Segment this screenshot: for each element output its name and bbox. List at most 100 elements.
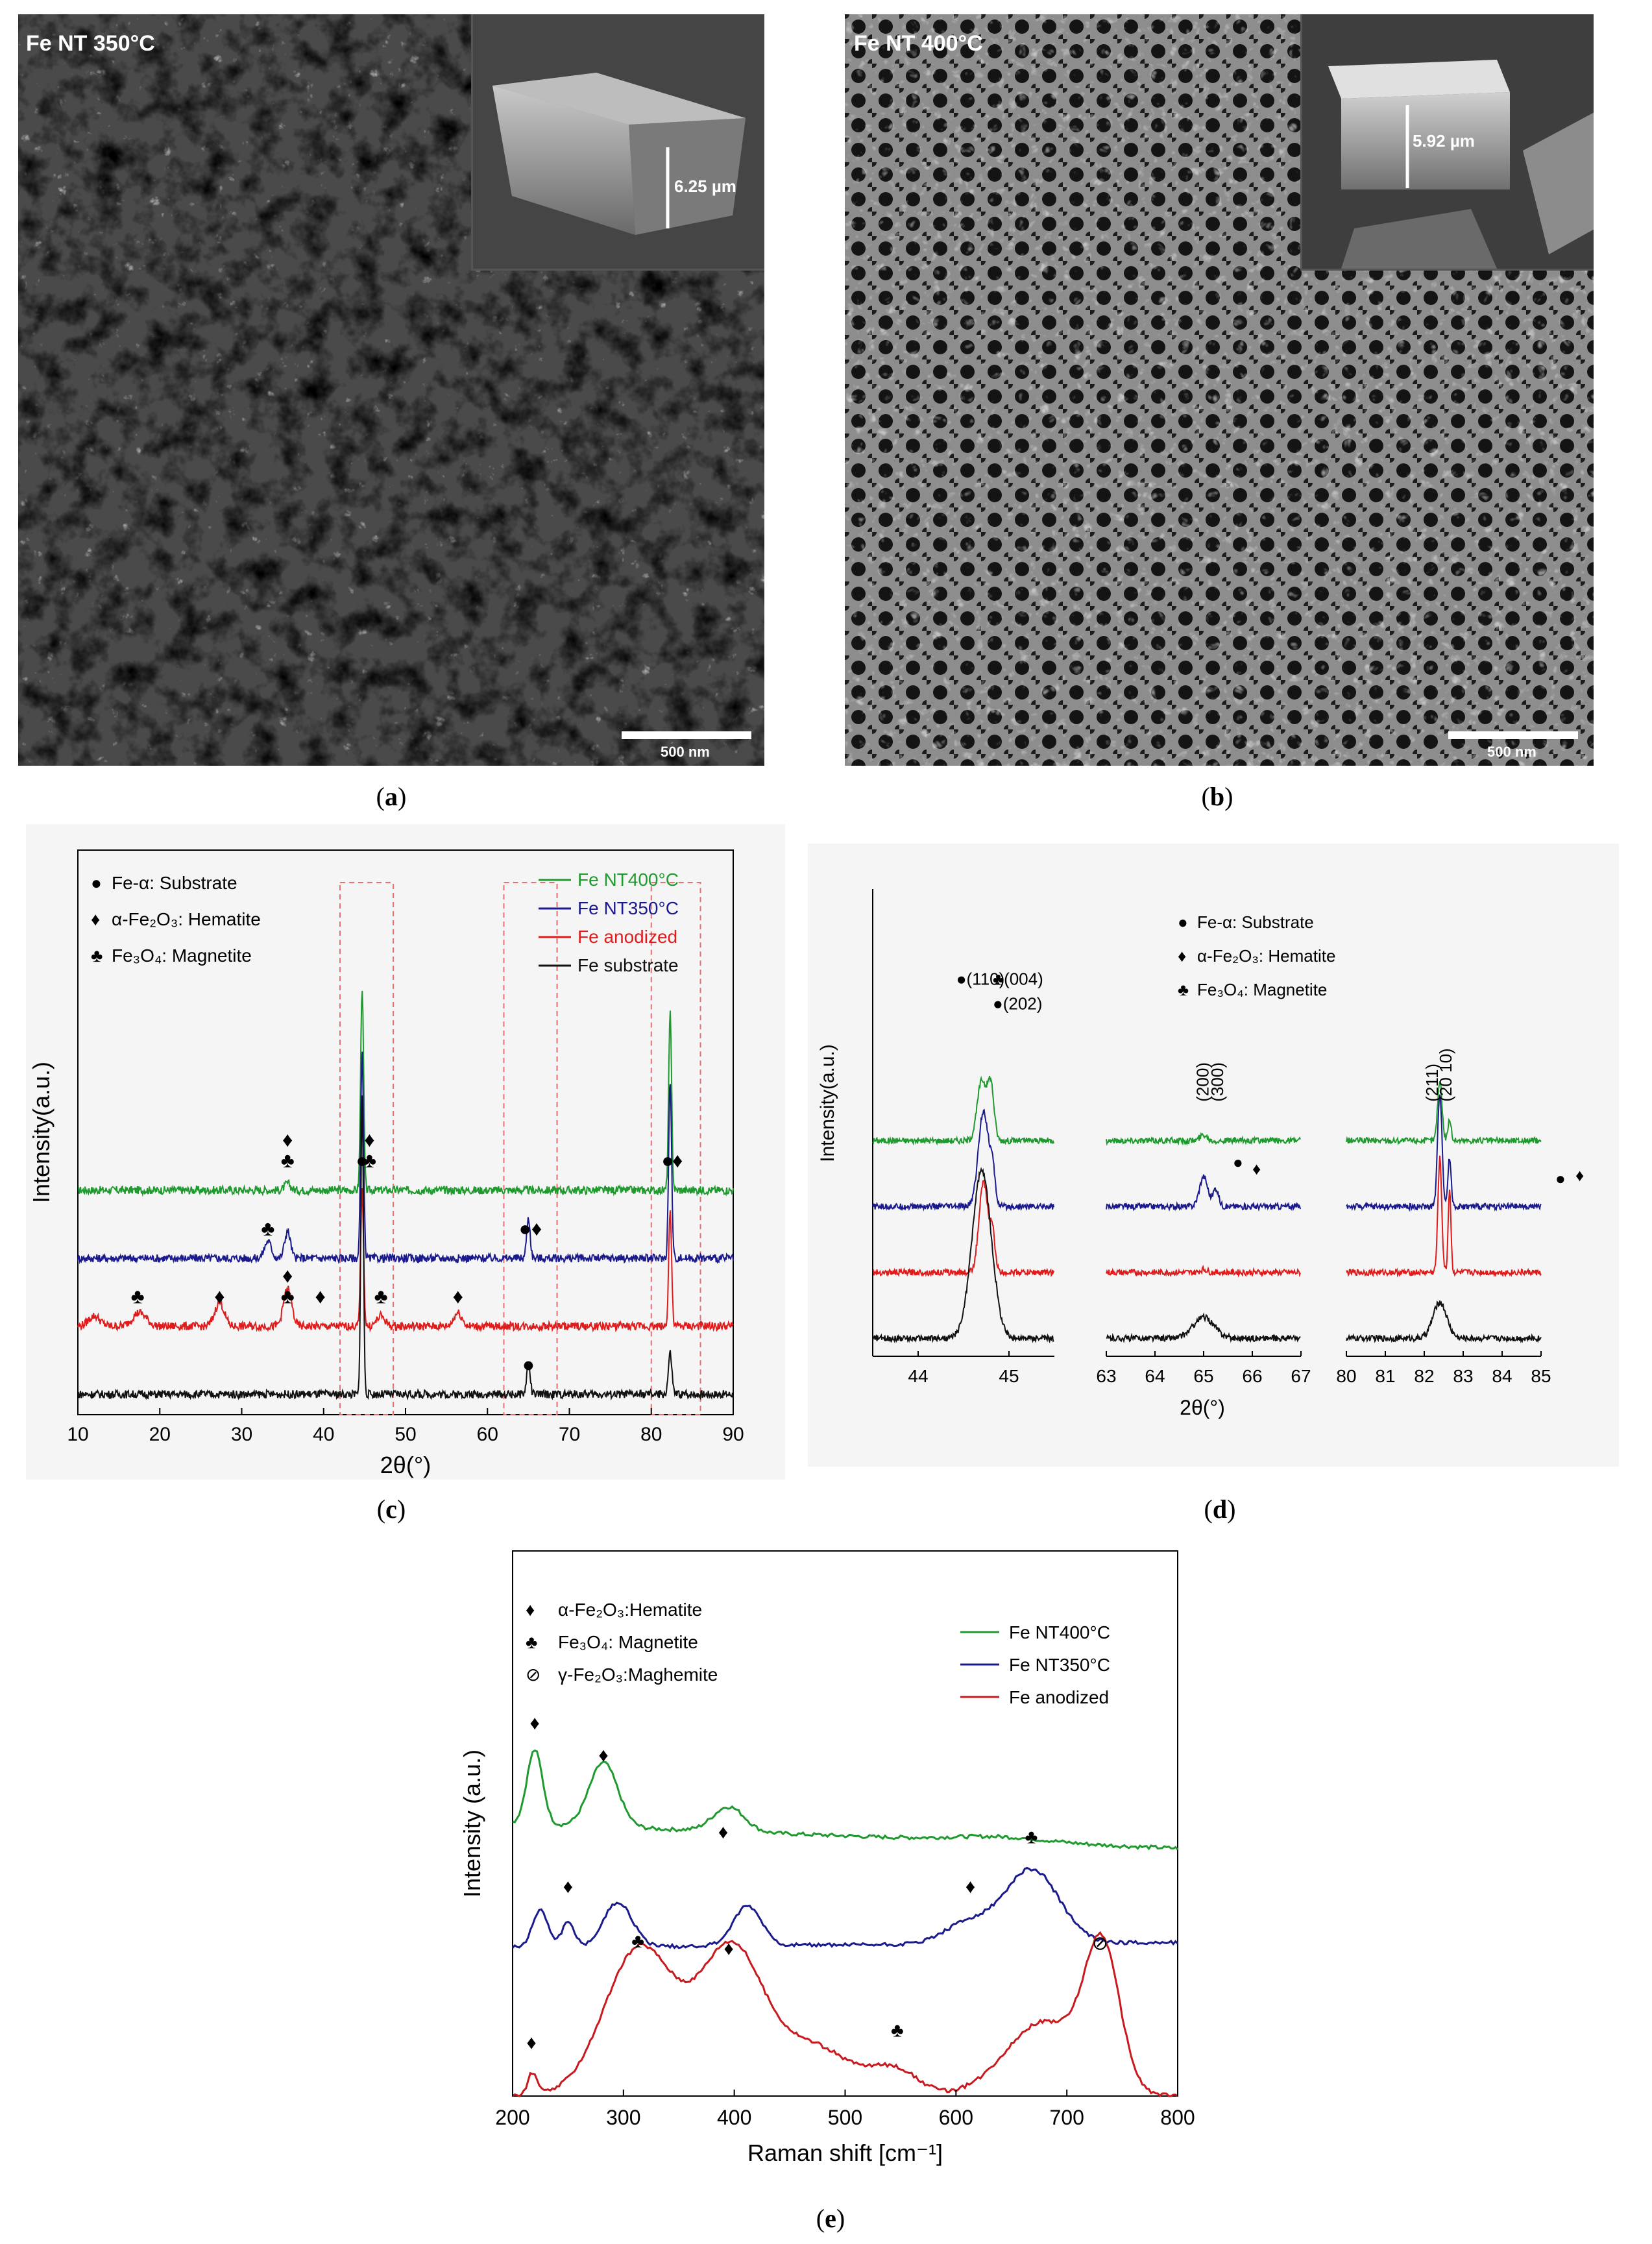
xrd-zoom-series-line <box>1106 1132 1301 1147</box>
x-tick-label: 600 <box>939 2106 973 2129</box>
caption-e: (e) <box>816 2204 845 2233</box>
peak-marker: ● <box>522 1353 535 1376</box>
legend-marker-symbol: ♣ <box>91 945 103 966</box>
peak-marker: ♦ <box>723 1938 733 1959</box>
sample-label: Fe NT 350°C <box>26 31 155 56</box>
scale-bar <box>622 731 751 739</box>
legend-marker-symbol: ♦ <box>526 1600 535 1620</box>
legend-marker-text: α-Fe₂O₃:Hematite <box>558 1600 702 1620</box>
peak-marker: ♦ <box>1575 1165 1584 1185</box>
inset-thickness: 6.25 µm <box>674 177 736 196</box>
x-tick-label: 44 <box>908 1366 928 1386</box>
x-tick-label: 200 <box>495 2106 529 2129</box>
x-tick-label: 84 <box>1492 1366 1512 1386</box>
scale-bar <box>1448 731 1578 739</box>
xrd-zoom-chart-d: Intensity(a.u.) 44 45 ●(110) ♣(004) ●(202) 63 6… <box>808 844 1619 1467</box>
legend-line-label: Fe substrate <box>577 955 679 975</box>
highlight-box <box>503 882 558 1415</box>
caption-d: (d) <box>1204 1494 1236 1524</box>
peak-index-label: ●(110) <box>956 970 1004 989</box>
peak-marker: ● <box>519 1217 531 1240</box>
raman-series-line <box>512 1931 1178 2098</box>
legend-marker-symbol: ● <box>1178 912 1188 932</box>
xrd-series-line <box>77 1095 734 1401</box>
peak-marker: ♦ <box>531 1217 542 1240</box>
caption-a: (a) <box>376 782 407 811</box>
x-tick-label: 800 <box>1160 2106 1195 2129</box>
peak-marker: ⊘ <box>1092 1933 1108 1955</box>
xrd-zoom-series-line <box>1346 1081 1542 1146</box>
caption-c: (c) <box>376 1494 406 1524</box>
y-axis-label: Intensity(a.u.) <box>817 1044 838 1162</box>
legend-line-label: Fe NT350°C <box>1009 1655 1110 1675</box>
x-tick-label: 90 <box>722 1424 744 1445</box>
x-tick-label: 67 <box>1291 1366 1311 1386</box>
xrd-zoom-series-line <box>872 1167 1054 1344</box>
sem-image-350: Fe NT 350°C 6.25 µm 500 nm <box>18 14 764 766</box>
x-tick-label: 70 <box>559 1424 580 1445</box>
x-tick-label: 400 <box>717 2106 751 2129</box>
peak-marker: ♦ <box>672 1149 683 1172</box>
xrd-zoom-series-line <box>1346 1155 1542 1278</box>
peak-marker: ♦ <box>214 1285 225 1308</box>
y-axis-label: Intensity(a.u.) <box>28 1062 55 1203</box>
x-tick-label: 83 <box>1453 1366 1473 1386</box>
xrd-zoom-series-line <box>1106 1265 1301 1278</box>
peak-marker: ♦ <box>364 1128 374 1151</box>
peak-marker: ♣ <box>281 1149 295 1172</box>
peak-marker: ♦ <box>530 1713 540 1734</box>
legend-marker-text: α-Fe₂O₃: Hematite <box>1197 946 1335 966</box>
legend-line-label: Fe NT400°C <box>577 870 679 890</box>
x-tick-label: 64 <box>1145 1366 1165 1386</box>
peak-marker: ♦ <box>282 1264 293 1287</box>
x-tick-label: 81 <box>1375 1366 1395 1386</box>
x-tick-label: 80 <box>640 1424 662 1445</box>
x-axis-label: 2θ(°) <box>1180 1396 1225 1419</box>
legend-marker-symbol: ♦ <box>1178 946 1186 966</box>
peak-marker: ♣ <box>261 1217 274 1240</box>
legend-marker-symbol: ⊘ <box>526 1665 541 1685</box>
peak-marker: ● <box>661 1149 674 1172</box>
peak-marker: ♦ <box>315 1285 326 1308</box>
x-tick-label: 500 <box>828 2106 862 2129</box>
x-tick-label: 10 <box>67 1424 88 1445</box>
x-axis-label: 2θ(°) <box>380 1452 431 1478</box>
legend-marker-symbol: ♣ <box>526 1632 537 1652</box>
x-tick-label: 30 <box>231 1424 252 1445</box>
peak-marker: ♦ <box>526 2032 536 2053</box>
peak-marker: ♣ <box>131 1285 145 1308</box>
xrd-series-line <box>77 1051 734 1265</box>
legend-marker-text: Fe₃O₄: Magnetite <box>1197 980 1327 999</box>
xrd-zoom-series-line <box>872 1180 1055 1278</box>
x-tick-label: 60 <box>477 1424 498 1445</box>
legend-marker-text: Fe₃O₄: Magnetite <box>112 945 252 966</box>
peak-marker: ♣ <box>374 1285 388 1308</box>
x-axis-label: Raman shift [cm⁻¹] <box>747 2140 943 2166</box>
x-tick-label: 65 <box>1193 1366 1213 1386</box>
x-tick-label: 66 <box>1242 1366 1262 1386</box>
x-tick-label: 63 <box>1096 1366 1116 1386</box>
xrd-zoom-series-line <box>1346 1300 1542 1344</box>
xrd-zoom-series-line <box>1106 1312 1301 1344</box>
xrd-series-line <box>77 1188 734 1333</box>
x-tick-label: 85 <box>1531 1366 1551 1386</box>
scale-bar-label: 500 nm <box>661 744 710 760</box>
sample-label: Fe NT 400°C <box>854 31 983 56</box>
raman-series-line <box>511 1866 1179 1949</box>
sem-image-400: Fe NT 400°C 5.92 µm 500 nm <box>845 14 1594 766</box>
peak-marker: ♦ <box>563 1876 573 1897</box>
xrd-chart-c: ♦ ♣ ● ♦ ♣ ● ♦ ♣ ● ♦ ♣ ♦ ♦ ♣ ♦ ♣ ♦ ● 10 20 30 40 50 60 70 80 90 2θ(°… <box>26 824 785 1480</box>
legend-marker-symbol: ● <box>91 873 102 893</box>
peak-index-label: (300) <box>1208 1062 1227 1102</box>
highlight-box <box>339 882 395 1415</box>
xrd-zoom-series-line <box>1346 1094 1542 1212</box>
legend-marker-text: Fe-α: Substrate <box>112 873 237 893</box>
peak-index-label: ●(202) <box>993 994 1042 1014</box>
legend-marker-text: γ-Fe₂O₃:Maghemite <box>558 1665 718 1685</box>
peak-index-label: ♣(004) <box>993 970 1043 989</box>
x-tick-label: 40 <box>313 1424 334 1445</box>
x-tick-label: 300 <box>606 2106 640 2129</box>
caption-b: (b) <box>1201 782 1233 811</box>
xrd-zoom-chart-d-svg: Intensity(a.u.) 44 45 ●(110)♣(004) ●(202) 63 6… <box>817 889 1584 1419</box>
peak-index-label: (20 10) <box>1436 1048 1455 1101</box>
